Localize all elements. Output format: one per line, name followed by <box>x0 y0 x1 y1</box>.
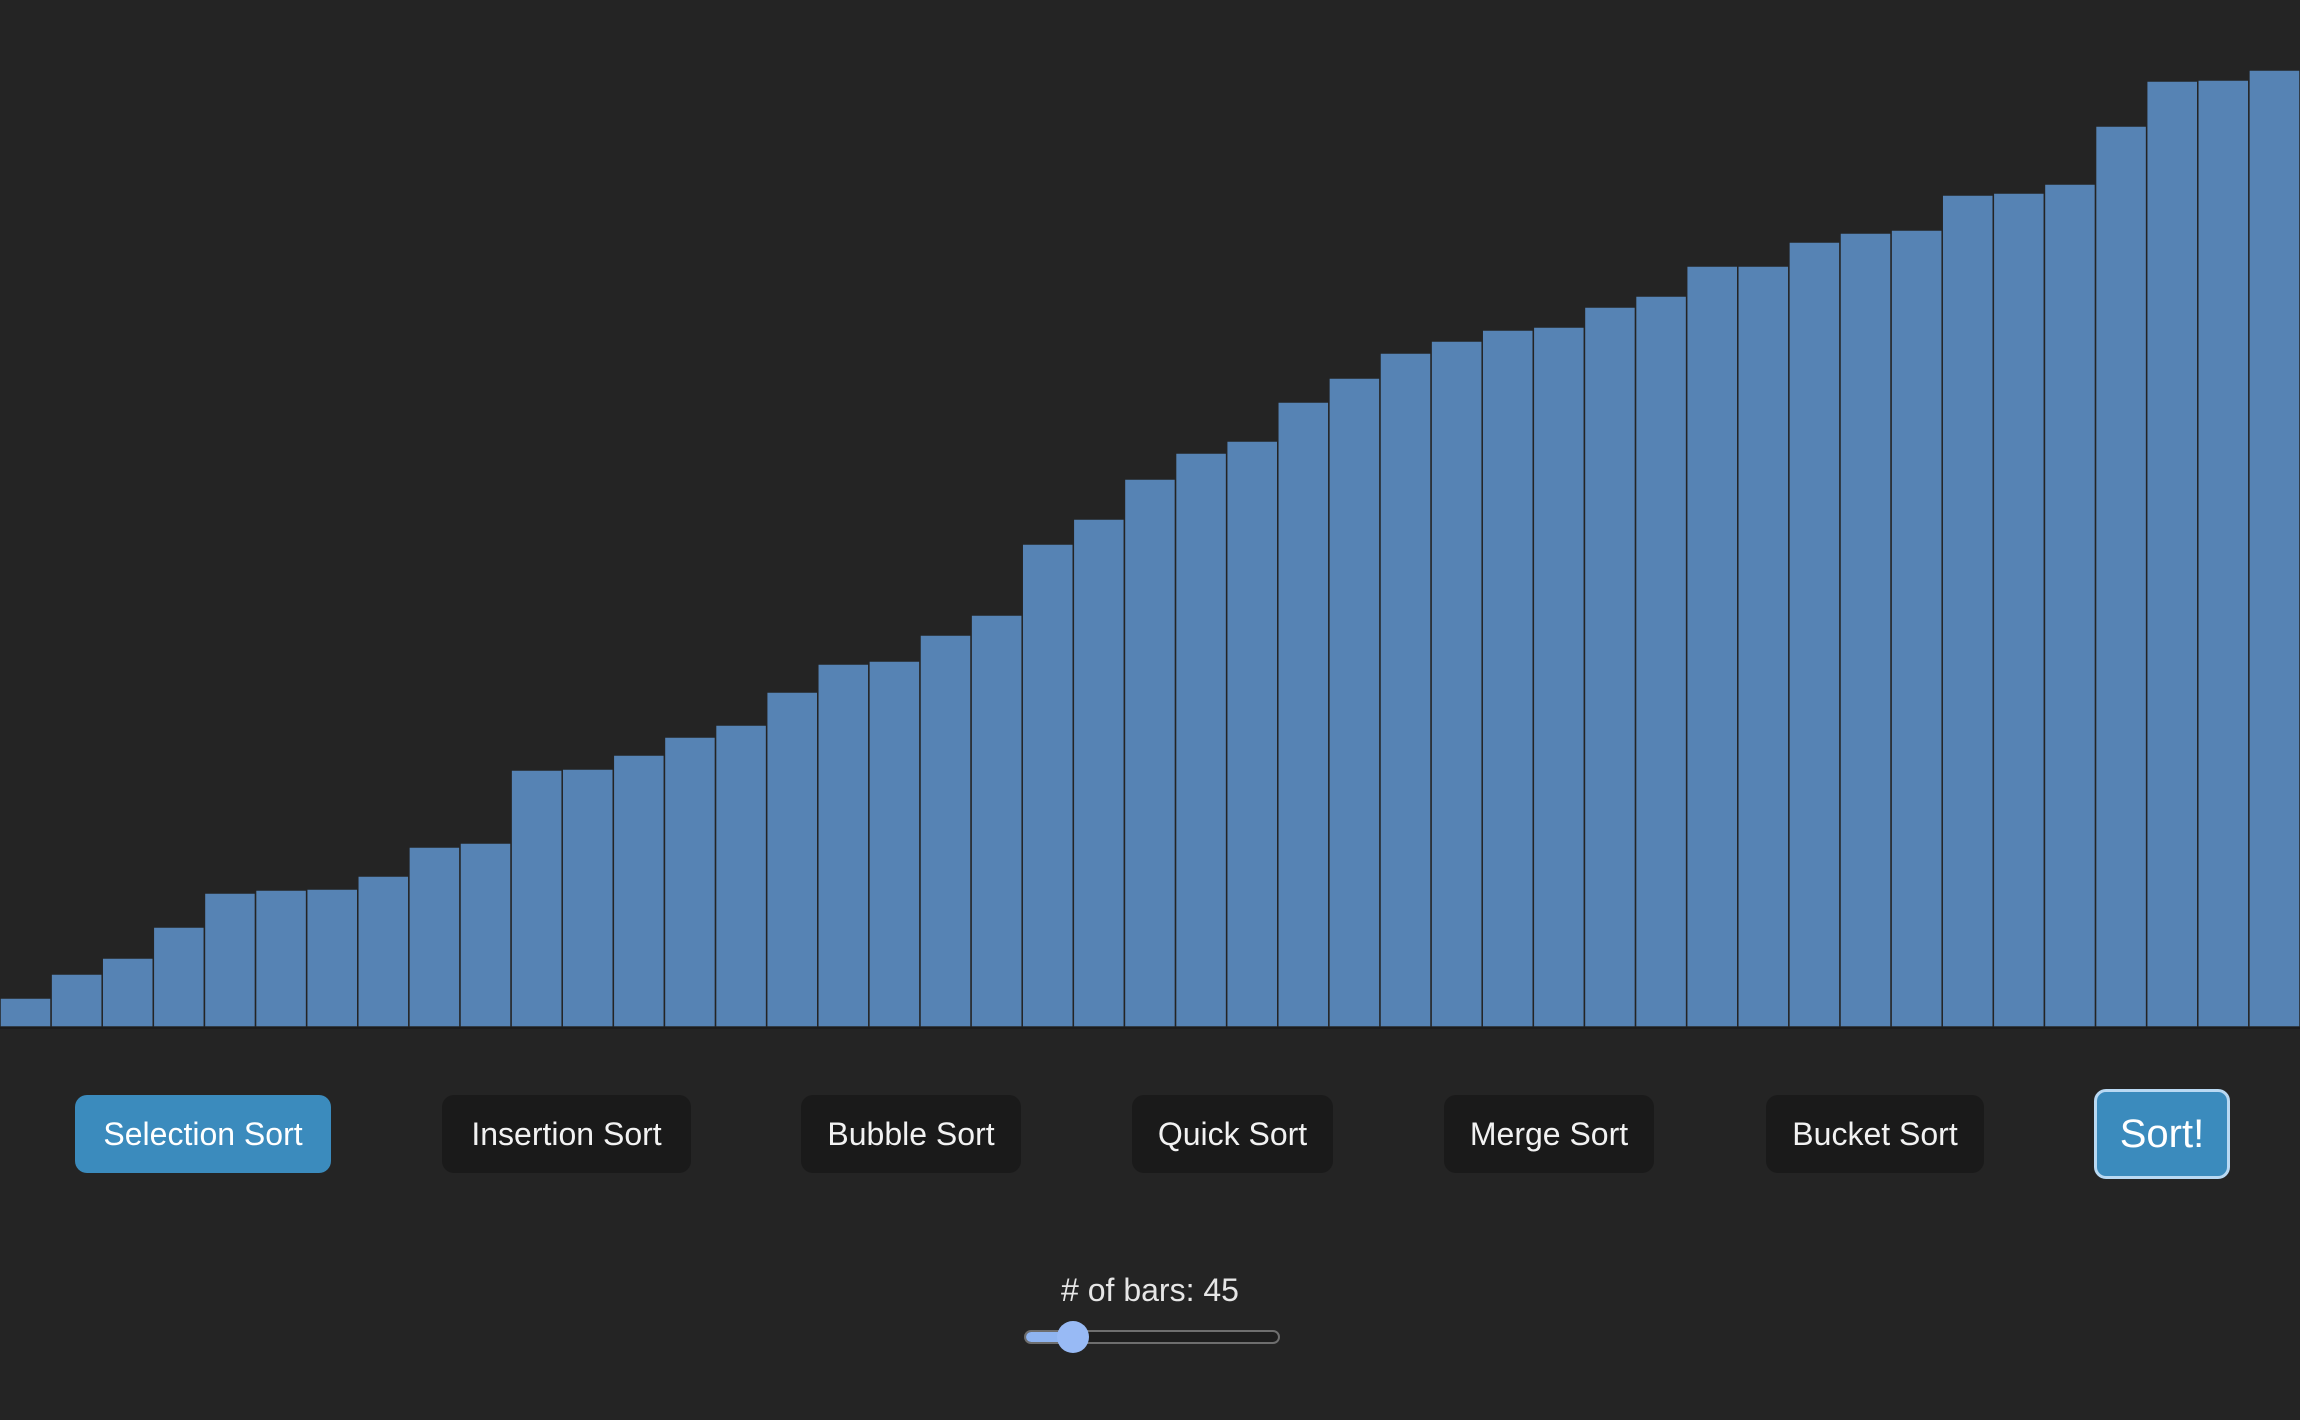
quick-sort-button[interactable]: Quick Sort <box>1132 1095 1333 1173</box>
bar <box>203 892 257 1027</box>
bar <box>1021 543 1075 1027</box>
bar <box>1583 306 1637 1027</box>
bar <box>1737 265 1790 1027</box>
bar <box>2043 183 2097 1027</box>
bar <box>152 926 206 1027</box>
bar-count-label: # of bars: 45 <box>1061 1272 1239 1308</box>
bar <box>970 614 1023 1027</box>
bar <box>1225 440 1279 1027</box>
insertion-sort-button[interactable]: Insertion Sort <box>442 1095 691 1173</box>
slider-thumb[interactable] <box>1056 1321 1089 1353</box>
bar <box>2197 79 2250 1027</box>
merge-sort-button[interactable]: Merge Sort <box>1444 1095 1654 1173</box>
bar <box>1174 452 1228 1027</box>
bar <box>1328 377 1381 1027</box>
bars-svg <box>0 69 2300 1027</box>
bar <box>817 663 870 1027</box>
bar <box>2248 69 2300 1027</box>
bar <box>50 973 103 1027</box>
bucket-sort-button[interactable]: Bucket Sort <box>1766 1095 1984 1173</box>
bar <box>1277 401 1330 1027</box>
bar <box>1992 192 2046 1027</box>
bar <box>459 842 512 1027</box>
bar <box>1839 232 1892 1027</box>
bar <box>254 889 308 1027</box>
bar <box>357 875 410 1027</box>
bar <box>1788 241 1841 1027</box>
bar <box>0 997 52 1027</box>
bar <box>612 754 666 1027</box>
bar <box>101 957 155 1027</box>
bar <box>1532 326 1586 1027</box>
bubble-sort-button[interactable]: Bubble Sort <box>801 1095 1021 1173</box>
bar <box>510 769 563 1027</box>
selection-sort-button[interactable]: Selection Sort <box>75 1095 331 1173</box>
bar <box>561 768 615 1027</box>
bar <box>1685 265 1739 1027</box>
bar <box>1379 352 1432 1027</box>
bar <box>765 691 819 1027</box>
bar <box>305 888 359 1027</box>
slider-fill <box>1026 1332 1074 1342</box>
bar <box>1430 340 1483 1027</box>
bar <box>1941 194 1995 1027</box>
bar <box>2094 125 2148 1027</box>
bar <box>1890 229 1943 1027</box>
bar <box>663 736 717 1027</box>
bar <box>408 846 461 1027</box>
bar <box>919 634 972 1027</box>
bar <box>714 724 768 1027</box>
bar <box>1634 295 1688 1027</box>
bar <box>1481 329 1535 1027</box>
bar <box>1123 478 1177 1027</box>
bar <box>868 660 921 1027</box>
sort-button[interactable]: Sort! <box>2094 1089 2230 1179</box>
bar <box>1072 518 1126 1027</box>
bar-count-slider[interactable] <box>1024 1321 1280 1353</box>
bar-chart <box>0 69 2300 1027</box>
chart-baseline <box>0 1027 2300 1029</box>
bar <box>2145 80 2199 1027</box>
